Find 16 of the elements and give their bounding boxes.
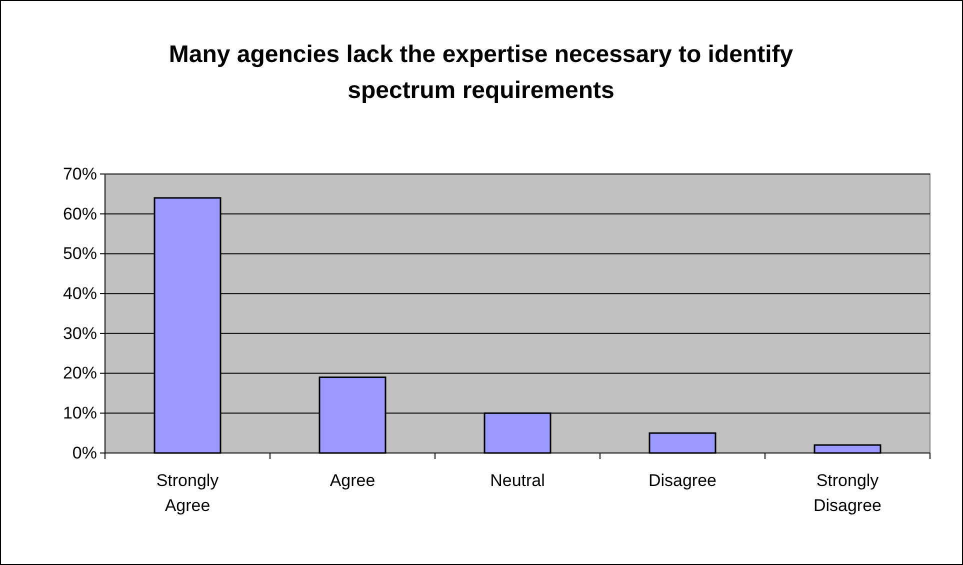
y-tick-label: 70% [62, 164, 97, 184]
x-tick-label: Neutral [490, 471, 545, 490]
y-tick-label: 60% [62, 204, 97, 224]
x-tick-label: Strongly Agree [156, 471, 220, 515]
chart-title: Many agencies lack the expertise necessary to identify spectrum requirements [168, 41, 794, 104]
x-tick-label: Strongly Disagree [813, 471, 882, 515]
x-tick-label: Disagree [648, 471, 717, 490]
y-tick-label: 20% [62, 364, 97, 383]
y-tick-label: 0% [72, 443, 97, 462]
y-tick-label: 50% [62, 244, 97, 264]
bar [814, 444, 882, 454]
y-tick-label: 40% [62, 284, 97, 304]
bar [648, 432, 716, 454]
x-tick-label: Agree [330, 471, 376, 490]
y-tick-label: 10% [62, 404, 97, 423]
y-tick-label: 30% [62, 324, 97, 343]
